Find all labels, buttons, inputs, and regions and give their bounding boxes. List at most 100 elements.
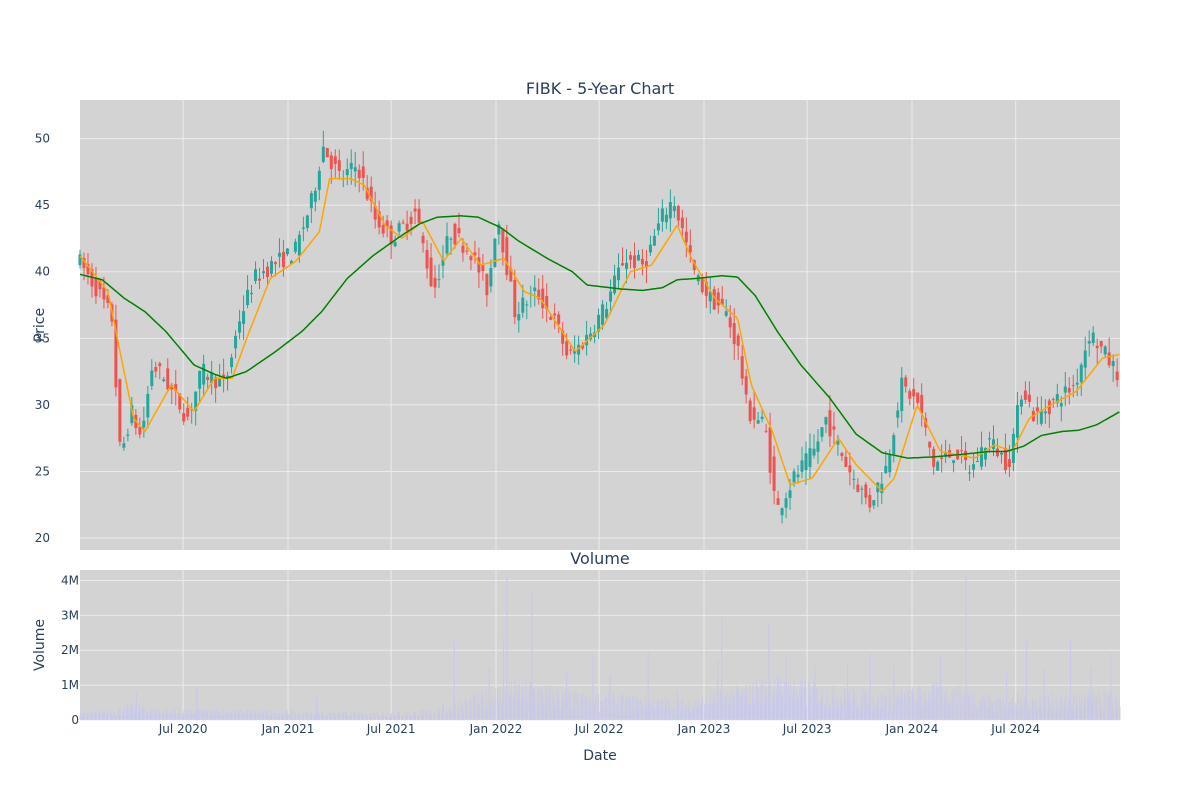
volume-bar	[246, 711, 247, 720]
volume-bar	[270, 714, 272, 720]
volume-bar	[206, 711, 207, 720]
candle-body	[214, 377, 218, 389]
volume-bar	[903, 706, 905, 720]
volume-bar	[79, 715, 81, 720]
volume-bar	[1013, 705, 1014, 720]
candle-body	[413, 208, 417, 212]
volume-bar	[285, 711, 287, 720]
volume-bar	[266, 709, 268, 720]
candle-body	[581, 345, 585, 349]
volume-bar	[193, 712, 195, 720]
volume-spike-bar	[717, 660, 719, 720]
volume-bar	[455, 703, 456, 720]
volume-bar	[183, 714, 185, 720]
volume-bar	[449, 708, 451, 720]
candle-body	[170, 385, 174, 390]
volume-bar	[640, 698, 642, 720]
volume-bar	[568, 692, 570, 720]
volume-bar	[442, 705, 444, 720]
volume-bar	[964, 694, 966, 720]
volume-bar	[941, 686, 943, 720]
volume-bar	[811, 706, 813, 720]
volume-bar	[979, 700, 981, 720]
volume-bar	[801, 678, 803, 720]
volume-bar	[361, 716, 363, 720]
candle-body	[692, 260, 696, 271]
volume-bar	[118, 709, 120, 720]
volume-bar	[317, 711, 319, 720]
volume-bar	[989, 699, 990, 720]
volume-bar	[259, 711, 261, 720]
candle-body	[146, 393, 150, 418]
volume-bar	[650, 700, 651, 720]
volume-bar	[897, 692, 899, 720]
volume-bar	[741, 691, 743, 720]
volume-bar	[219, 715, 221, 720]
volume-bar	[1052, 708, 1054, 720]
volume-bar	[271, 711, 272, 720]
candle-body	[820, 427, 824, 437]
volume-bar	[808, 700, 810, 720]
volume-bar	[746, 689, 748, 720]
volume-bar	[433, 711, 435, 720]
candle-body	[521, 297, 525, 313]
candle-body	[106, 295, 110, 303]
candle-body	[980, 447, 984, 467]
volume-bar	[111, 713, 113, 720]
candle-body	[912, 389, 916, 397]
volume-bar	[110, 712, 112, 720]
volume-bar	[678, 702, 680, 720]
volume-bar	[92, 710, 93, 720]
volume-plot-area	[80, 570, 1120, 720]
volume-bar	[366, 711, 368, 720]
candle-body	[194, 391, 198, 411]
candle-body	[557, 314, 561, 325]
volume-bar	[1095, 697, 1097, 720]
volume-bar	[557, 690, 559, 720]
volume-bar	[931, 689, 933, 720]
volume-bar	[1100, 700, 1102, 720]
volume-bar	[557, 701, 558, 720]
volume-bar	[198, 708, 200, 720]
volume-bar	[431, 713, 433, 720]
volume-bar	[674, 713, 676, 720]
volume-bar	[282, 711, 284, 720]
candle-body	[904, 377, 908, 387]
volume-bar	[1068, 701, 1070, 720]
volume-bar	[128, 713, 129, 720]
volume-bar	[1027, 703, 1029, 720]
volume-bar	[326, 715, 328, 720]
candle-body	[880, 483, 884, 494]
volume-bar	[748, 703, 750, 720]
volume-bar	[534, 688, 536, 720]
volume-bar	[1036, 711, 1038, 720]
volume-bar	[435, 713, 436, 720]
volume-bar	[395, 716, 397, 720]
volume-bar	[514, 680, 516, 720]
volume-bar	[389, 717, 391, 720]
volume-bar	[693, 705, 695, 720]
volume-bar	[132, 704, 133, 720]
volume-bar	[975, 703, 977, 720]
volume-bar	[1104, 710, 1106, 720]
volume-bar	[662, 706, 663, 720]
volume-bar	[873, 709, 875, 720]
volume-bar	[803, 679, 805, 720]
volume-spike-bar	[196, 688, 198, 720]
volume-bar	[744, 701, 745, 720]
volume-bar	[147, 715, 149, 720]
volume-bar	[858, 704, 859, 720]
volume-bar	[777, 676, 779, 720]
candle-body	[597, 314, 601, 332]
volume-bar	[82, 712, 84, 720]
candle-body	[772, 456, 776, 491]
candle-body	[624, 262, 628, 269]
volume-bar	[681, 698, 683, 720]
volume-spike-bar	[965, 576, 967, 720]
volume-bar	[102, 711, 104, 720]
volume-bar	[1084, 697, 1086, 720]
volume-bar	[649, 710, 651, 720]
volume-bar	[452, 706, 454, 720]
candle-body	[138, 427, 142, 435]
volume-bar	[104, 710, 105, 720]
